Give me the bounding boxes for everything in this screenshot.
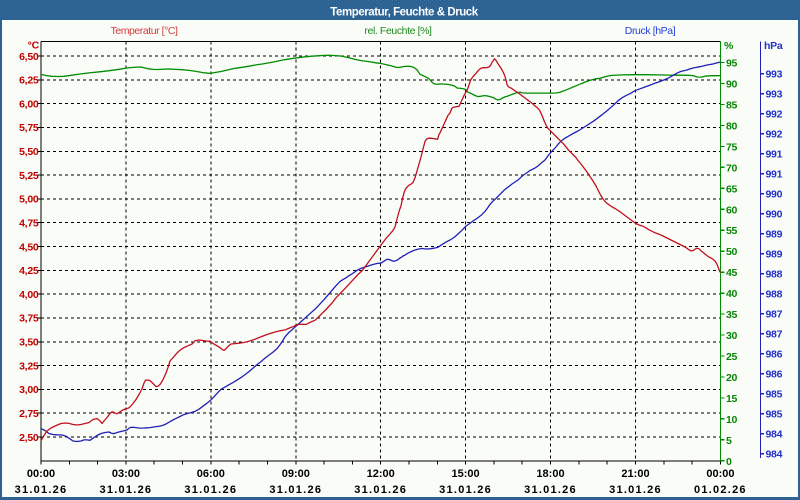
svg-text:25: 25 [726,351,738,363]
svg-text:989: 989 [766,249,783,261]
svg-text:0: 0 [726,456,732,468]
svg-text:3,75: 3,75 [19,313,39,325]
svg-text:6,00: 6,00 [19,98,39,110]
svg-text:75: 75 [726,141,738,153]
svg-text:Druck [hPa]: Druck [hPa] [625,25,676,37]
svg-text:3,50: 3,50 [19,337,39,349]
svg-text:986: 986 [766,349,783,361]
svg-text:2,50: 2,50 [19,432,39,444]
svg-text:993: 993 [766,69,783,81]
svg-text:5,75: 5,75 [19,122,39,134]
svg-text:4,25: 4,25 [19,265,39,277]
svg-text:4,75: 4,75 [19,218,39,230]
svg-text:95: 95 [726,58,738,70]
svg-text:55: 55 [726,225,738,237]
svg-text:6,50: 6,50 [19,51,39,63]
svg-text:hPa: hPa [764,40,783,52]
svg-text:4,50: 4,50 [19,241,39,253]
svg-text:18:00: 18:00 [536,468,564,480]
svg-text:31.01.26: 31.01.26 [354,484,407,496]
svg-text:06:00: 06:00 [197,468,225,480]
svg-text:990: 990 [766,189,783,201]
svg-text:45: 45 [726,267,738,279]
svg-text:31.01.26: 31.01.26 [99,484,152,496]
svg-text:Temperatur [°C]: Temperatur [°C] [111,25,178,37]
svg-text:985: 985 [766,389,783,401]
svg-text:35: 35 [726,309,738,321]
svg-text:50: 50 [726,246,738,258]
svg-text:20: 20 [726,372,738,384]
svg-text:00:00: 00:00 [27,468,55,480]
svg-text:60: 60 [726,204,738,216]
svg-text:Temperatur, Feuchte & Druck: Temperatur, Feuchte & Druck [330,7,478,19]
svg-text:31.01.26: 31.01.26 [439,484,492,496]
svg-text:993: 993 [766,89,783,101]
svg-text:2,75: 2,75 [19,408,39,420]
svg-text:992: 992 [766,129,783,141]
svg-text:987: 987 [766,309,783,321]
svg-text:09:00: 09:00 [282,468,310,480]
svg-text:80: 80 [726,120,738,132]
svg-text:03:00: 03:00 [112,468,140,480]
svg-text:986: 986 [766,369,783,381]
svg-text:985: 985 [766,409,783,421]
svg-text:984: 984 [766,449,783,461]
svg-text:3,25: 3,25 [19,360,39,372]
svg-text:30: 30 [726,330,738,342]
svg-text:990: 990 [766,209,783,221]
svg-text:%: % [724,40,734,52]
svg-text:31.01.26: 31.01.26 [184,484,237,496]
svg-text:10: 10 [726,414,738,426]
svg-text:21:00: 21:00 [621,468,649,480]
svg-text:984: 984 [766,429,783,441]
svg-text:31.01.26: 31.01.26 [269,484,322,496]
svg-text:01.02.26: 01.02.26 [694,484,747,496]
svg-text:15: 15 [726,393,738,405]
svg-text:987: 987 [766,329,783,341]
svg-text:31.01.26: 31.01.26 [15,484,68,496]
svg-text:5: 5 [726,435,732,447]
svg-text:°C: °C [28,40,40,52]
svg-text:991: 991 [766,149,783,161]
svg-text:31.01.26: 31.01.26 [524,484,577,496]
svg-text:4,00: 4,00 [19,289,39,301]
svg-text:85: 85 [726,100,738,112]
svg-text:988: 988 [766,289,783,301]
svg-text:65: 65 [726,183,738,195]
svg-text:12:00: 12:00 [367,468,395,480]
svg-text:988: 988 [766,269,783,281]
svg-text:15:00: 15:00 [452,468,480,480]
svg-text:70: 70 [726,162,738,174]
svg-text:992: 992 [766,109,783,121]
svg-text:5,50: 5,50 [19,146,39,158]
svg-text:5,25: 5,25 [19,170,39,182]
svg-text:40: 40 [726,288,738,300]
svg-text:90: 90 [726,79,738,91]
svg-text:00:00: 00:00 [706,468,734,480]
svg-text:989: 989 [766,229,783,241]
svg-text:6,25: 6,25 [19,75,39,87]
svg-text:991: 991 [766,169,783,181]
svg-text:rel. Feuchte [%]: rel. Feuchte [%] [364,25,432,37]
svg-text:3,00: 3,00 [19,384,39,396]
svg-text:31.01.26: 31.01.26 [609,484,662,496]
svg-text:5,00: 5,00 [19,194,39,206]
